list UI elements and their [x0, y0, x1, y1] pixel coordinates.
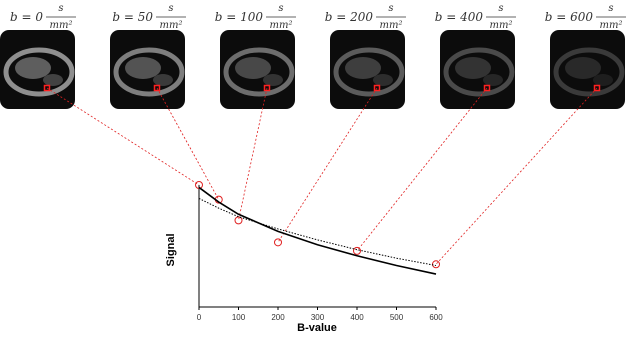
anatomy: [125, 57, 161, 79]
unit-denominator: mm²: [270, 20, 293, 31]
anatomy: [3, 47, 75, 97]
data-point: [432, 260, 440, 269]
anatomy: [565, 57, 601, 79]
image-label: b = 100: [215, 10, 264, 24]
connector: [435, 87, 598, 265]
unit-numerator: s: [608, 3, 613, 14]
roi-marker: [153, 84, 161, 92]
roi-marker: [593, 84, 601, 92]
roi-marker: [43, 84, 51, 92]
connector: [356, 87, 488, 252]
fit-curve: [198, 186, 437, 275]
connector: [238, 87, 268, 221]
fit-curve: [198, 197, 437, 267]
anatomy: [43, 74, 63, 86]
data-point: [353, 246, 361, 255]
anatomy: [263, 74, 283, 86]
anatomy: [235, 57, 271, 79]
image-label: b = 200: [325, 10, 374, 24]
anatomy: [223, 47, 295, 97]
anatomy: [113, 47, 185, 97]
unit-denominator: mm²: [380, 20, 403, 31]
roi-marker: [373, 84, 381, 92]
anatomy: [333, 47, 405, 97]
x-tick-label: 600: [429, 313, 443, 322]
anatomy: [443, 47, 515, 97]
anatomy: [373, 74, 393, 86]
y-axis-label: Signal: [165, 233, 177, 266]
mri-image: [550, 30, 625, 109]
unit-numerator: s: [388, 3, 393, 14]
anatomy: [593, 74, 613, 86]
x-tick-label: 0: [197, 313, 202, 322]
unit-denominator: mm²: [160, 20, 183, 31]
unit-denominator: mm²: [600, 20, 623, 31]
image-label: b = 600: [545, 10, 594, 24]
anatomy: [345, 57, 381, 79]
anatomy: [15, 57, 51, 79]
unit-denominator: mm²: [50, 20, 73, 31]
data-point: [274, 238, 282, 247]
anatomy: [483, 74, 503, 86]
unit-numerator: s: [278, 3, 283, 14]
x-tick-label: 200: [271, 313, 285, 322]
x-axis-label: B-value: [297, 322, 337, 334]
anatomy: [455, 57, 491, 79]
anatomy: [153, 74, 173, 86]
x-tick-label: 300: [311, 313, 325, 322]
connector: [277, 87, 378, 243]
connector: [156, 87, 220, 200]
x-tick-label: 100: [232, 313, 246, 322]
unit-numerator: s: [498, 3, 503, 14]
x-tick-label: 400: [350, 313, 364, 322]
mri-image: [330, 30, 405, 109]
x-tick-label: 500: [390, 313, 404, 322]
roi-marker: [263, 84, 271, 92]
unit-numerator: s: [58, 3, 63, 14]
unit-denominator: mm²: [490, 20, 513, 31]
unit-numerator: s: [168, 3, 173, 14]
image-label: b = 0: [10, 10, 43, 24]
image-label: b = 400: [435, 10, 484, 24]
data-point: [195, 181, 203, 189]
data-point: [234, 216, 243, 225]
image-label: b = 50: [112, 10, 153, 24]
anatomy: [553, 47, 625, 97]
roi-marker: [483, 84, 491, 92]
mri-image: [440, 30, 515, 109]
